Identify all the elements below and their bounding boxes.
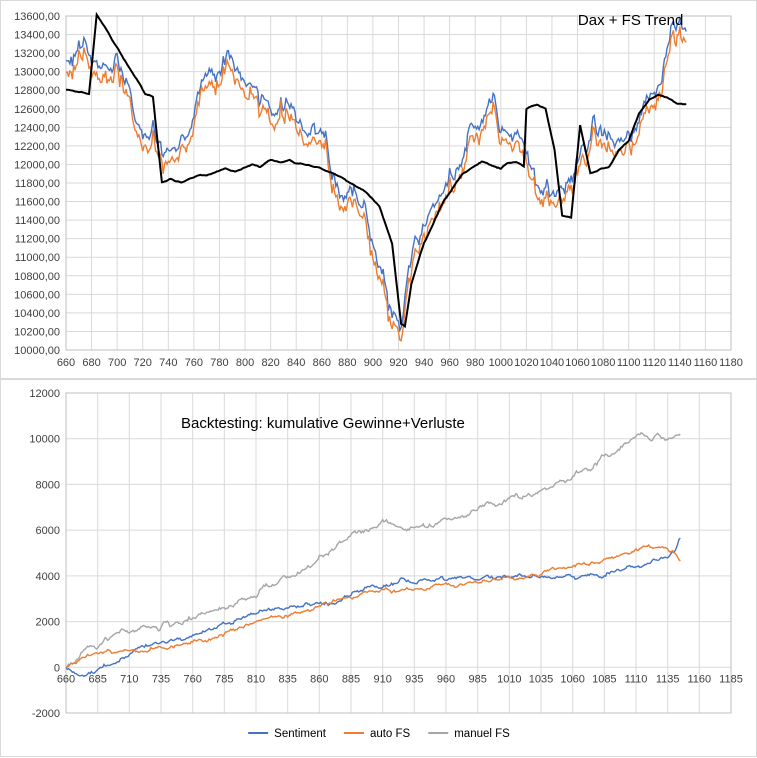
svg-text:820: 820 — [261, 357, 279, 369]
svg-text:840: 840 — [287, 357, 305, 369]
svg-text:1020: 1020 — [514, 357, 538, 369]
svg-text:660: 660 — [57, 357, 75, 369]
svg-text:760: 760 — [185, 357, 203, 369]
svg-text:1120: 1120 — [642, 357, 666, 369]
svg-text:12000,00: 12000,00 — [14, 159, 60, 171]
svg-text:920: 920 — [389, 357, 407, 369]
svg-text:10000: 10000 — [29, 434, 60, 446]
svg-text:10400,00: 10400,00 — [14, 308, 60, 320]
svg-text:11400,00: 11400,00 — [15, 215, 60, 227]
svg-text:800: 800 — [236, 357, 254, 369]
svg-text:1040: 1040 — [540, 357, 564, 369]
svg-text:835: 835 — [278, 673, 296, 685]
svg-text:900: 900 — [364, 357, 382, 369]
svg-text:2000: 2000 — [36, 617, 60, 629]
svg-text:985: 985 — [468, 673, 486, 685]
svg-text:780: 780 — [210, 357, 228, 369]
svg-text:-2000: -2000 — [32, 708, 60, 720]
svg-text:10000,00: 10000,00 — [14, 345, 60, 357]
svg-text:8000: 8000 — [36, 479, 60, 491]
svg-text:960: 960 — [437, 673, 455, 685]
svg-text:1010: 1010 — [497, 673, 521, 685]
svg-text:12000: 12000 — [29, 388, 60, 400]
svg-text:12200,00: 12200,00 — [14, 141, 60, 153]
svg-text:6000: 6000 — [36, 525, 60, 537]
svg-text:1140: 1140 — [668, 357, 692, 369]
svg-text:Dax + FS Trend: Dax + FS Trend — [578, 12, 683, 29]
svg-text:880: 880 — [338, 357, 356, 369]
svg-text:860: 860 — [310, 673, 328, 685]
svg-text:1185: 1185 — [719, 673, 743, 685]
svg-text:11600,00: 11600,00 — [15, 197, 60, 209]
svg-text:10600,00: 10600,00 — [14, 289, 60, 301]
svg-text:980: 980 — [466, 357, 484, 369]
svg-text:auto FS: auto FS — [370, 728, 411, 740]
svg-text:12400,00: 12400,00 — [14, 122, 60, 134]
svg-text:11200,00: 11200,00 — [15, 234, 60, 246]
svg-text:685: 685 — [88, 673, 106, 685]
svg-text:760: 760 — [183, 673, 201, 685]
svg-text:1000: 1000 — [489, 357, 513, 369]
svg-text:860: 860 — [313, 357, 331, 369]
svg-text:1085: 1085 — [592, 673, 616, 685]
svg-text:660: 660 — [57, 673, 75, 685]
svg-text:720: 720 — [134, 357, 152, 369]
svg-text:11800,00: 11800,00 — [15, 178, 60, 190]
svg-text:935: 935 — [405, 673, 423, 685]
svg-text:1160: 1160 — [688, 673, 712, 685]
svg-text:940: 940 — [415, 357, 433, 369]
svg-text:10200,00: 10200,00 — [14, 326, 60, 338]
svg-text:1135: 1135 — [656, 673, 680, 685]
svg-text:13600,00: 13600,00 — [14, 11, 60, 23]
svg-text:4000: 4000 — [36, 571, 60, 583]
svg-text:Backtesting: kumulative Gewinn: Backtesting: kumulative Gewinne+Verluste — [181, 415, 465, 432]
svg-text:885: 885 — [342, 673, 360, 685]
svg-text:1060: 1060 — [565, 357, 589, 369]
svg-text:1180: 1180 — [719, 357, 743, 369]
svg-text:785: 785 — [215, 673, 233, 685]
svg-text:1100: 1100 — [617, 357, 641, 369]
svg-text:11000,00: 11000,00 — [15, 252, 60, 264]
svg-text:Sentiment: Sentiment — [274, 728, 327, 740]
svg-text:1035: 1035 — [529, 673, 553, 685]
svg-text:810: 810 — [247, 673, 265, 685]
svg-text:12800,00: 12800,00 — [14, 85, 60, 97]
svg-text:1110: 1110 — [625, 673, 648, 685]
svg-text:10800,00: 10800,00 — [14, 271, 60, 283]
svg-text:700: 700 — [108, 357, 126, 369]
svg-text:manuel FS: manuel FS — [454, 728, 510, 740]
svg-text:13200,00: 13200,00 — [14, 48, 60, 60]
svg-text:13000,00: 13000,00 — [14, 67, 60, 79]
svg-text:1080: 1080 — [591, 357, 615, 369]
svg-text:910: 910 — [373, 673, 391, 685]
svg-text:13400,00: 13400,00 — [14, 30, 60, 42]
svg-text:680: 680 — [82, 357, 100, 369]
svg-text:735: 735 — [152, 673, 170, 685]
svg-text:12600,00: 12600,00 — [14, 104, 60, 116]
svg-text:1160: 1160 — [694, 357, 718, 369]
svg-text:710: 710 — [120, 673, 138, 685]
svg-text:740: 740 — [159, 357, 177, 369]
svg-text:1060: 1060 — [560, 673, 584, 685]
svg-text:960: 960 — [440, 357, 458, 369]
